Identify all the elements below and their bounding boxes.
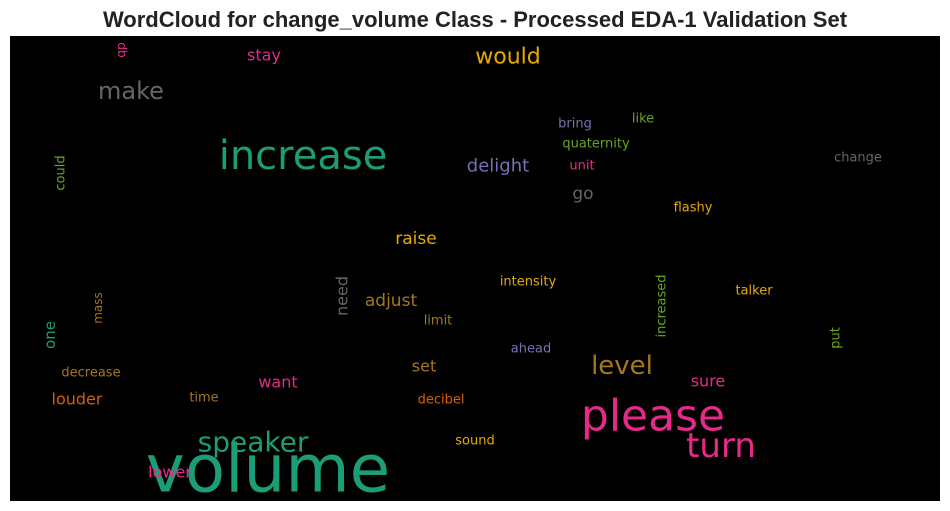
word-go: go: [572, 184, 593, 204]
word-bring: bring: [558, 117, 592, 132]
word-change: change: [834, 151, 882, 166]
word-adjust: adjust: [365, 291, 418, 311]
word-could: could: [54, 155, 69, 190]
word-like: like: [632, 112, 654, 127]
word-set: set: [412, 357, 436, 376]
word-limit: limit: [424, 314, 453, 329]
word-increased: increased: [655, 274, 670, 337]
word-sound: sound: [455, 434, 494, 449]
word-speaker: speaker: [198, 426, 309, 459]
word-sure: sure: [691, 372, 726, 391]
word-raise: raise: [395, 229, 436, 249]
word-please: please: [581, 391, 725, 442]
word-level: level: [591, 351, 653, 381]
word-ahead: ahead: [511, 342, 551, 357]
word-delight: delight: [467, 156, 529, 177]
word-need: need: [333, 276, 352, 316]
word-put: put: [829, 327, 844, 349]
word-stay: stay: [247, 46, 281, 65]
word-db: db: [115, 42, 129, 57]
word-mass: mass: [91, 292, 105, 324]
word-decrease: decrease: [61, 366, 120, 381]
word-would: would: [475, 45, 540, 70]
word-turn: turn: [686, 426, 756, 466]
word-flashy: flashy: [674, 201, 713, 216]
word-make: make: [98, 77, 164, 105]
chart-title: WordCloud for change_volume Class - Proc…: [102, 7, 848, 32]
word-intensity: intensity: [500, 275, 557, 290]
word-decibel: decibel: [418, 393, 465, 408]
word-talker: talker: [735, 284, 773, 299]
word-time: time: [189, 391, 218, 406]
word-volume: volume: [146, 431, 391, 502]
word-quaternity: quaternity: [562, 137, 630, 152]
wordcloud-canvas: volume please increase speaker turn level make…: [10, 36, 940, 501]
word-louder: louder: [52, 390, 103, 409]
word-want: want: [258, 373, 297, 392]
word-lower: lower: [148, 463, 192, 482]
word-unit: unit: [569, 159, 594, 174]
word-one: one: [41, 321, 59, 349]
word-increase: increase: [219, 133, 388, 179]
wordcloud-svg: volume please increase speaker turn level make…: [41, 42, 882, 502]
